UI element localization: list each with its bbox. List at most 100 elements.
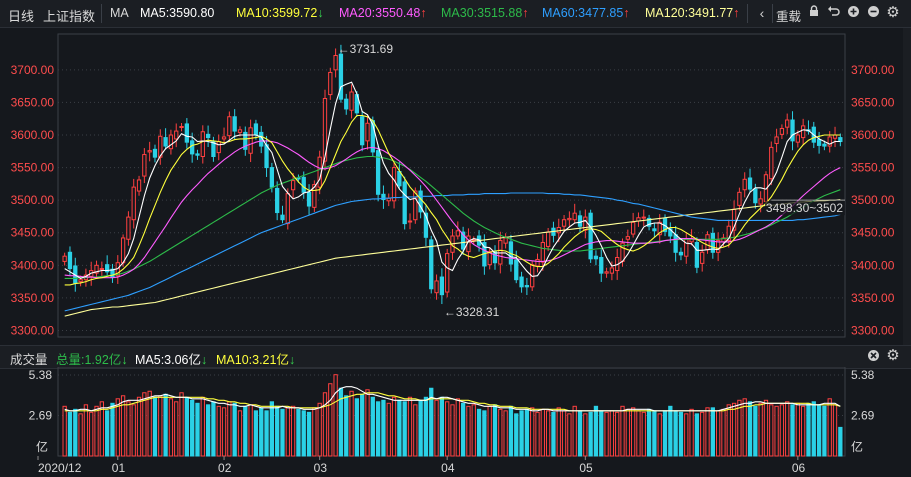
volume-bar	[333, 374, 338, 457]
candle-body	[99, 268, 104, 271]
close-icon[interactable]	[865, 349, 881, 365]
candle-body	[609, 267, 615, 274]
volume-bar	[615, 411, 620, 457]
volume-bar	[280, 408, 285, 457]
candle-body	[774, 136, 779, 144]
candle-body	[593, 255, 599, 260]
volume-bar	[572, 405, 577, 457]
volume-bar	[524, 408, 530, 457]
volume-bar	[535, 411, 540, 457]
candle-body	[126, 216, 131, 240]
volume-bar	[514, 413, 519, 457]
volume-bar	[630, 407, 636, 457]
volume-bar	[184, 396, 190, 457]
candle-body	[195, 153, 200, 156]
restore-button[interactable]: 重载	[776, 10, 802, 24]
candle-body	[769, 146, 774, 180]
volume-bar	[190, 399, 195, 457]
volume-bar	[652, 410, 657, 457]
volume-bar	[779, 404, 785, 457]
candle-body	[105, 264, 110, 273]
candle-body	[646, 217, 652, 227]
gear-icon[interactable]: ⚙	[886, 4, 900, 21]
candle-body	[168, 134, 174, 150]
candle-body	[285, 193, 290, 225]
price-chart: 3300.00 3300.00 3350.00 3350.00 3400.00 3400.…	[11, 33, 895, 338]
volume-bar	[471, 404, 476, 457]
volume-bar	[827, 398, 832, 457]
volume-bar	[429, 387, 434, 457]
index-name-tab[interactable]: 上证指数	[43, 9, 96, 24]
right-side-panel	[903, 28, 911, 345]
volume-bar	[344, 395, 349, 457]
candle-body	[726, 225, 731, 242]
volume-bar	[726, 404, 731, 457]
candle-body	[338, 53, 344, 100]
volume-bar	[678, 411, 684, 457]
zoom-in-icon[interactable]	[845, 5, 861, 21]
lock-icon[interactable]	[806, 5, 822, 21]
candle-body	[78, 279, 83, 283]
toolbar-divider	[747, 4, 748, 23]
volume-bar	[445, 401, 450, 457]
candle-body	[737, 191, 742, 206]
volume-bar	[609, 410, 615, 457]
candle-body	[460, 231, 466, 250]
volume-bar	[561, 410, 567, 457]
volume-bar	[120, 395, 126, 457]
volume-bar	[641, 411, 646, 457]
volume-tick-left: 2.69	[29, 409, 53, 423]
candle-body	[673, 234, 678, 253]
candle-body	[333, 55, 338, 71]
gear-icon[interactable]: ⚙	[886, 347, 900, 364]
volume-bar	[763, 399, 769, 457]
candle-body	[269, 167, 275, 188]
arrow-down-icon: ↓	[288, 353, 296, 367]
candle-body	[163, 137, 168, 147]
arrow-up-icon: ↑	[420, 6, 427, 20]
candle-body	[599, 257, 604, 274]
candle-body	[710, 232, 715, 253]
candle-body	[275, 187, 280, 214]
candle-body	[243, 131, 248, 150]
candle-body	[264, 144, 269, 169]
candle-body	[67, 251, 73, 270]
y-tick-label-right: 3450.00	[851, 226, 895, 240]
volume-bar	[126, 401, 131, 457]
volume-bar	[498, 408, 503, 457]
candle-body	[365, 122, 370, 142]
volume-bar	[769, 404, 774, 457]
volume-bar	[519, 410, 524, 457]
chevron-left-icon[interactable]: ‹	[759, 5, 765, 21]
volume-bar	[476, 408, 482, 457]
period-tab[interactable]: 日线	[8, 9, 35, 24]
volume-bar	[450, 404, 455, 457]
candle-body	[785, 119, 790, 128]
candle-body	[375, 150, 381, 195]
volume-tick-right: 2.69	[851, 409, 875, 423]
ma-selector[interactable]: MA	[110, 6, 129, 20]
volume-bar	[715, 410, 721, 457]
volume-bar	[545, 410, 551, 457]
candle-body	[423, 212, 429, 238]
candle-body	[694, 242, 700, 268]
undo-icon[interactable]	[825, 5, 841, 21]
zoom-out-icon[interactable]	[865, 5, 881, 21]
volume-bar	[301, 410, 306, 457]
volume-bar	[801, 405, 806, 457]
volume-bar	[152, 396, 158, 457]
volume-bar	[439, 396, 445, 457]
volume-bar	[306, 411, 312, 457]
volume-bar	[370, 396, 375, 457]
candle-body	[524, 285, 530, 288]
ma20-legend: MA20:3550.48↑	[339, 6, 427, 20]
volume-bar	[73, 408, 78, 457]
volume-bar	[753, 405, 758, 457]
y-tick-label-left: 3450.00	[11, 226, 55, 240]
y-tick-label-right: 3600.00	[851, 128, 895, 142]
volume-chart: 5.38 5.38 2.69 2.69 亿 亿 2020/12 01 02 03 04 05 06	[29, 367, 875, 475]
ma60-line	[64, 192, 841, 312]
volume-bar	[205, 404, 211, 457]
volume-bar	[386, 402, 391, 457]
volume-bar	[253, 410, 259, 457]
